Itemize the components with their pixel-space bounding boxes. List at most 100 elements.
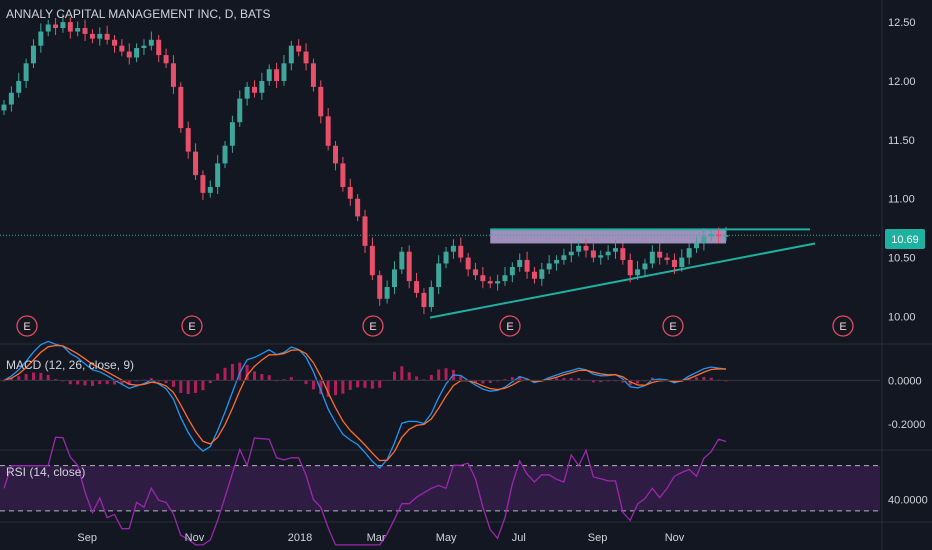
candle-body <box>325 116 331 146</box>
candle-body <box>333 145 339 164</box>
candle-body <box>229 122 235 146</box>
macd-tick-label: 0.0000 <box>888 375 922 387</box>
candle-body <box>89 33 95 39</box>
last-price-label: 10.69 <box>891 234 919 246</box>
candle-body <box>303 51 309 64</box>
candle-body <box>193 151 199 176</box>
support-trend-line <box>429 242 816 319</box>
macd-histogram-bar <box>363 380 367 388</box>
candle-body <box>554 259 560 264</box>
candle-body <box>694 243 700 249</box>
candle-body <box>723 235 729 237</box>
macd-histogram-bar <box>459 375 463 381</box>
macd-histogram-bar <box>577 378 581 381</box>
macd-histogram-bar <box>83 380 87 386</box>
candle-body <box>620 248 626 260</box>
candle-body <box>384 287 390 299</box>
time-tick-label: Sep <box>77 532 97 544</box>
candle-body <box>259 80 265 93</box>
macd-histogram-bar <box>230 364 234 381</box>
earnings-marker <box>181 315 203 337</box>
candle-body <box>583 245 589 251</box>
candle-body <box>517 259 523 268</box>
macd-histogram-bar <box>407 372 411 381</box>
candle-body <box>104 33 110 40</box>
time-tick-label: Mar <box>367 532 386 544</box>
macd-histogram-bar <box>437 369 441 381</box>
rsi-line <box>3 436 727 546</box>
macd-histogram-bar <box>223 367 227 381</box>
candle-body <box>82 28 88 34</box>
candle-body <box>436 263 442 288</box>
time-axis: Sep Nov 2018 Mar May Jul Sep Nov <box>77 532 684 544</box>
earnings-marker <box>499 315 521 337</box>
time-tick-label: Nov <box>185 532 205 544</box>
candle-body <box>649 251 655 264</box>
candle-body <box>450 245 456 252</box>
rsi-band <box>0 465 880 512</box>
candle-body <box>310 63 316 87</box>
price-tick-label: 10.50 <box>888 253 916 265</box>
macd-histogram-bar <box>415 376 419 381</box>
candle-body <box>23 63 29 81</box>
macd-histogram-bar <box>9 378 13 381</box>
candle-body <box>38 31 44 46</box>
rsi-band-fill <box>0 465 880 511</box>
candle-body <box>207 186 213 193</box>
candle-body <box>598 255 604 258</box>
macd-histogram-bar <box>76 380 80 385</box>
candle-body <box>97 33 103 39</box>
macd-histogram-bar <box>171 380 175 387</box>
price-tick-label: 10.00 <box>888 311 916 323</box>
candle-body <box>414 281 420 293</box>
macd-histogram-bar <box>149 378 153 381</box>
candle-body <box>627 259 633 276</box>
macd-histogram-bar <box>503 379 507 381</box>
earnings-label: E <box>506 321 513 333</box>
macd-histogram-bar <box>127 380 131 385</box>
macd-histogram-bar <box>164 380 168 384</box>
macd-histogram-bar <box>488 380 492 383</box>
candle-body <box>355 198 361 217</box>
candle-body <box>163 55 169 64</box>
macd-histogram-bar <box>510 377 514 381</box>
macd-histogram-bar <box>120 380 124 385</box>
macd-histogram-bar <box>252 371 256 381</box>
candle-body <box>30 45 36 64</box>
macd-histogram-bar <box>650 377 654 381</box>
candle-body <box>458 245 464 258</box>
candle-body <box>708 234 714 237</box>
candle-body <box>274 69 280 81</box>
candle-body <box>251 86 257 93</box>
candle-body <box>391 269 397 288</box>
earnings-label: E <box>369 321 376 333</box>
candle-body <box>244 86 250 99</box>
candle-body <box>377 275 383 299</box>
macd-histogram-bar <box>179 380 183 394</box>
macd-histogram-bar <box>591 380 595 383</box>
macd-histogram-bar <box>311 380 315 390</box>
candle-body <box>539 269 545 279</box>
candle-body <box>443 251 449 264</box>
macd-histogram-bar <box>216 373 220 381</box>
macd-histogram-bar <box>304 380 308 385</box>
candle-body <box>296 45 302 52</box>
candle-body <box>1 104 7 111</box>
macd-histogram-bar <box>90 380 94 386</box>
candle-body <box>561 255 567 260</box>
macd-histogram-bar <box>562 378 566 381</box>
candle-body <box>502 275 508 282</box>
chart-title: ANNALY CAPITAL MANAGEMENT INC, D, BATS <box>6 7 271 21</box>
candle-body <box>53 24 59 29</box>
candle-body <box>671 259 677 268</box>
candle-body <box>701 236 707 244</box>
candle-body <box>185 128 191 152</box>
macd-pane <box>0 340 880 469</box>
time-tick-label: May <box>436 532 457 544</box>
candle-body <box>112 39 118 46</box>
candle-body <box>531 271 537 279</box>
macd-histogram-bar <box>194 380 198 394</box>
candle-body <box>480 275 486 282</box>
candle-body <box>237 98 243 123</box>
